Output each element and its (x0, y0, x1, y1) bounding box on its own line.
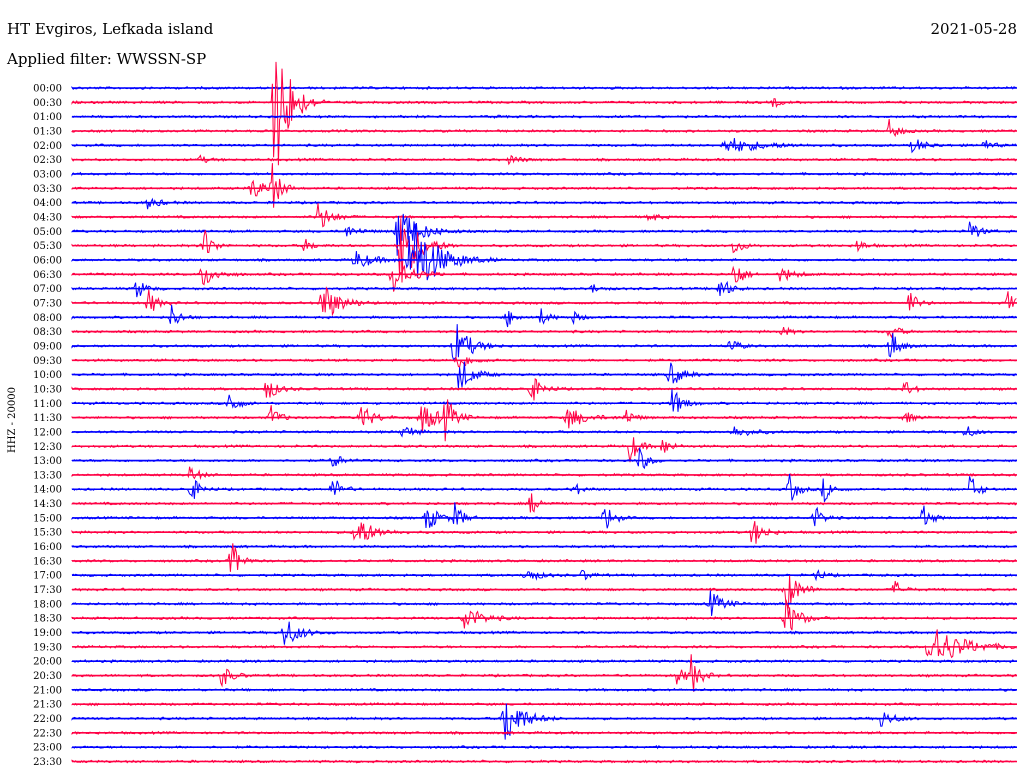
trace-row-1130 (71, 399, 1017, 442)
trace-row-0800 (71, 304, 1017, 328)
trace-row-1730 (71, 575, 1017, 610)
row-label-1330: 13:30 (33, 470, 62, 481)
channel-label: HHZ - 20000 (7, 387, 18, 453)
date-label: 2021-05-28 (930, 20, 1017, 38)
row-label-0200: 02:00 (33, 141, 62, 152)
row-label-0300: 03:00 (33, 169, 62, 180)
row-label-0730: 07:30 (33, 298, 62, 309)
row-label-0630: 06:30 (33, 270, 62, 281)
row-label-0430: 04:30 (33, 212, 62, 223)
row-label-2030: 20:30 (33, 671, 62, 682)
trace-row-0900 (71, 324, 1017, 361)
row-label-1830: 18:30 (33, 614, 62, 625)
row-label-0530: 05:30 (33, 241, 62, 252)
row-label-1300: 13:00 (33, 456, 62, 467)
row-label-2300: 23:00 (33, 743, 62, 754)
row-labels: 00:00 00:30 01:00 01:30 02:00 02:30 03:00 03:30… (33, 84, 62, 769)
trace-row-0330 (71, 163, 1017, 208)
row-label-1000: 10:00 (33, 370, 62, 381)
row-label-1900: 19:00 (33, 628, 62, 639)
trace-row-0030 (71, 61, 1017, 166)
row-label-0600: 06:00 (33, 255, 62, 266)
trace-row-0930 (71, 355, 1017, 369)
trace-row-1300 (71, 447, 1017, 470)
row-label-2200: 22:00 (33, 714, 62, 725)
row-label-1530: 15:30 (33, 528, 62, 539)
trace-row-0530 (71, 218, 1017, 283)
row-label-1130: 11:30 (33, 413, 62, 424)
row-label-0700: 07:00 (33, 284, 62, 295)
trace-row-0500 (71, 213, 1017, 256)
trace-row-0400 (71, 197, 1017, 210)
row-label-1230: 12:30 (33, 442, 62, 453)
row-label-2230: 22:30 (33, 728, 62, 739)
row-label-2100: 21:00 (33, 685, 62, 696)
row-label-0000: 00:00 (33, 84, 62, 95)
trace-row-0700 (71, 280, 1017, 298)
row-label-0330: 03:30 (33, 184, 62, 195)
row-label-0500: 05:00 (33, 227, 62, 238)
row-label-0230: 02:30 (33, 155, 62, 166)
row-label-0930: 09:30 (33, 356, 62, 367)
station-title: HT Evgiros, Lefkada island (7, 20, 214, 38)
row-label-1700: 17:00 (33, 571, 62, 582)
row-label-2330: 23:30 (33, 757, 62, 768)
row-label-1630: 16:30 (33, 556, 62, 567)
filter-label: Applied filter: WWSSN-SP (7, 50, 207, 68)
trace-row-0600 (71, 223, 1017, 281)
row-label-0830: 08:30 (33, 327, 62, 338)
row-label-1430: 14:30 (33, 499, 62, 510)
row-label-0100: 01:00 (33, 112, 62, 123)
row-label-1930: 19:30 (33, 642, 62, 653)
row-label-1400: 14:00 (33, 485, 62, 496)
trace-layer (71, 61, 1017, 764)
row-label-1030: 10:30 (33, 384, 62, 395)
trace-row-1630 (71, 543, 1017, 572)
trace-row-1230 (71, 437, 1017, 463)
row-label-2130: 21:30 (33, 700, 62, 711)
trace-row-1500 (71, 502, 1017, 529)
trace-row-2030 (71, 654, 1017, 692)
trace-row-0430 (71, 203, 1017, 228)
row-label-1800: 18:00 (33, 599, 62, 610)
trace-row-0730 (71, 286, 1017, 317)
row-label-0030: 00:30 (33, 98, 62, 109)
trace-row-2200 (71, 703, 1017, 740)
trace-row-1100 (71, 389, 1017, 412)
row-label-1600: 16:00 (33, 542, 62, 553)
row-label-0800: 08:00 (33, 313, 62, 324)
row-label-1100: 11:00 (33, 399, 62, 410)
row-label-1500: 15:00 (33, 513, 62, 524)
row-label-2000: 20:00 (33, 657, 62, 668)
row-label-0400: 04:00 (33, 198, 62, 209)
row-label-0130: 01:30 (33, 126, 62, 137)
trace-row-0130 (71, 119, 1017, 138)
row-label-1200: 12:00 (33, 427, 62, 438)
row-label-0900: 09:00 (33, 341, 62, 352)
trace-row-1330 (71, 466, 1017, 481)
row-label-1730: 17:30 (33, 585, 62, 596)
trace-row-1400 (71, 473, 1017, 502)
